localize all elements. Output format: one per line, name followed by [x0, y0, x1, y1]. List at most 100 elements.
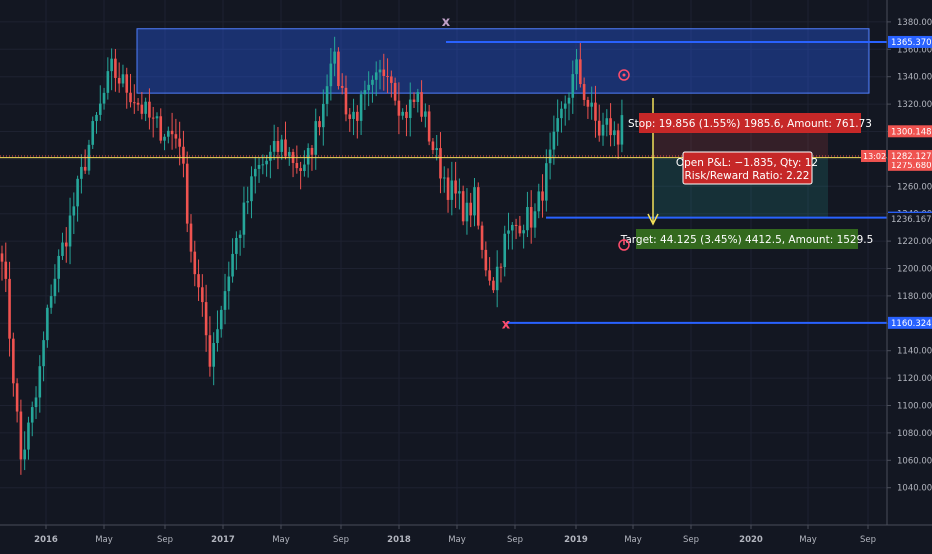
candle-body: [473, 187, 476, 216]
candle-body: [242, 202, 246, 235]
candle-body: [439, 148, 442, 179]
candle-body: [337, 51, 340, 87]
candle-body: [148, 101, 151, 118]
time-tick-label: May: [272, 535, 290, 545]
price-tick-label: 1260.000: [897, 182, 932, 192]
candle-body: [579, 59, 582, 85]
candle-body: [322, 103, 325, 128]
candle-body: [155, 116, 159, 119]
candle-body: [276, 140, 280, 152]
event-marker[interactable]: x: [502, 317, 511, 332]
axis-price-label: 1300.148: [891, 127, 932, 137]
candle-body: [563, 103, 567, 109]
time-axis[interactable]: 2016 May Sep 2017 May Sep 2018 May Sep 2019 May Sep…: [34, 525, 876, 545]
candle-body: [272, 140, 276, 152]
candle-body: [83, 166, 87, 171]
zones: [136, 28, 870, 94]
candle-body: [518, 225, 522, 234]
candle-body: [299, 168, 302, 172]
candle-body: [201, 287, 204, 303]
candle-body: [136, 102, 140, 105]
candle-body: [560, 108, 563, 119]
candle-body: [314, 121, 318, 155]
time-tick-label: May: [448, 535, 466, 545]
candle-body: [511, 224, 514, 231]
candle-body: [174, 134, 178, 139]
candle-body: [488, 270, 491, 281]
countdown-badge: [861, 149, 886, 162]
alert-marker-icon[interactable]: [618, 69, 630, 81]
candle-body: [495, 266, 499, 291]
candle-body: [454, 180, 457, 194]
candle-body: [163, 136, 166, 141]
candle-body: [442, 177, 446, 179]
candle-body: [159, 116, 163, 141]
candle-body: [408, 99, 412, 118]
price-axis[interactable]: 1040.000 1060.000 1080.000 1100.000 1120.000…: [0, 0, 932, 526]
price-tick-label: 1120.000: [897, 374, 932, 384]
axis-price-badge: [888, 125, 932, 138]
candle-body: [151, 117, 155, 119]
candle-body: [533, 211, 537, 228]
candle-body: [582, 84, 586, 100]
candle-body: [250, 176, 253, 202]
price-tick-label: 1360.000: [897, 45, 932, 55]
candle-body: [356, 111, 359, 121]
level-price-label: 1365.370: [891, 38, 932, 48]
resistance-zone[interactable]: [136, 28, 870, 94]
time-tick-label: Sep: [683, 535, 699, 545]
candle-body: [601, 124, 605, 136]
candle-body: [15, 383, 19, 412]
candle-body: [537, 191, 541, 212]
time-tick-label: 2019: [564, 535, 588, 545]
candle-body: [480, 225, 484, 250]
candle-body: [378, 69, 382, 73]
time-tick-label: Sep: [333, 535, 349, 545]
candle-body: [427, 111, 431, 142]
candle-body: [476, 187, 480, 226]
time-tick-label: Sep: [157, 535, 173, 545]
candle-body: [30, 407, 34, 423]
candle-body: [352, 111, 355, 119]
candle-body: [363, 90, 367, 95]
level-price-label: 1160.324: [891, 319, 932, 329]
candle-body: [46, 307, 49, 341]
candle-body: [197, 274, 200, 288]
candle-body: [344, 87, 348, 115]
candle-body: [208, 335, 212, 367]
candle-body: [435, 148, 438, 151]
price-tick-label: 1180.000: [897, 292, 932, 302]
risk-reward-label: Risk/Reward Ratio: 2.22: [685, 170, 810, 182]
time-tick-label: May: [799, 535, 817, 545]
candle-body: [216, 329, 219, 344]
candle-body: [465, 202, 469, 222]
level-price-badge: [888, 35, 932, 48]
candle-body: [318, 121, 321, 128]
candle-body: [167, 130, 170, 137]
event-marker[interactable]: x: [442, 15, 451, 30]
candle-body: [170, 130, 174, 135]
candle-body: [609, 118, 612, 136]
candle-body: [431, 141, 435, 151]
candle-body: [178, 138, 181, 147]
candle-body: [333, 51, 336, 64]
candle-body: [325, 86, 329, 104]
candle-body: [571, 74, 575, 98]
candle-body: [492, 280, 495, 291]
time-tick-label: May: [624, 535, 642, 545]
candle-body: [616, 130, 620, 145]
candle-body: [374, 72, 378, 80]
candle-body: [64, 242, 68, 247]
candle-body: [238, 234, 242, 238]
candle-body: [144, 101, 147, 114]
candle-body: [102, 92, 106, 104]
pnl-box: [682, 151, 813, 185]
candle-body: [329, 63, 333, 87]
candle-body: [257, 165, 261, 169]
candle-body: [235, 237, 238, 254]
candle-body: [620, 115, 624, 145]
candle-body: [458, 191, 461, 194]
candle-body: [514, 224, 518, 226]
target-label-box: [636, 229, 858, 249]
